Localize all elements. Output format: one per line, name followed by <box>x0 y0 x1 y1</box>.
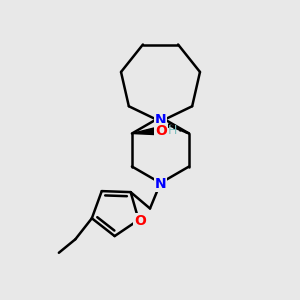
Text: H: H <box>168 124 178 137</box>
Text: N: N <box>155 113 166 127</box>
Text: O: O <box>155 124 167 138</box>
Text: O: O <box>134 214 146 228</box>
Text: N: N <box>155 177 166 190</box>
Polygon shape <box>132 128 154 134</box>
